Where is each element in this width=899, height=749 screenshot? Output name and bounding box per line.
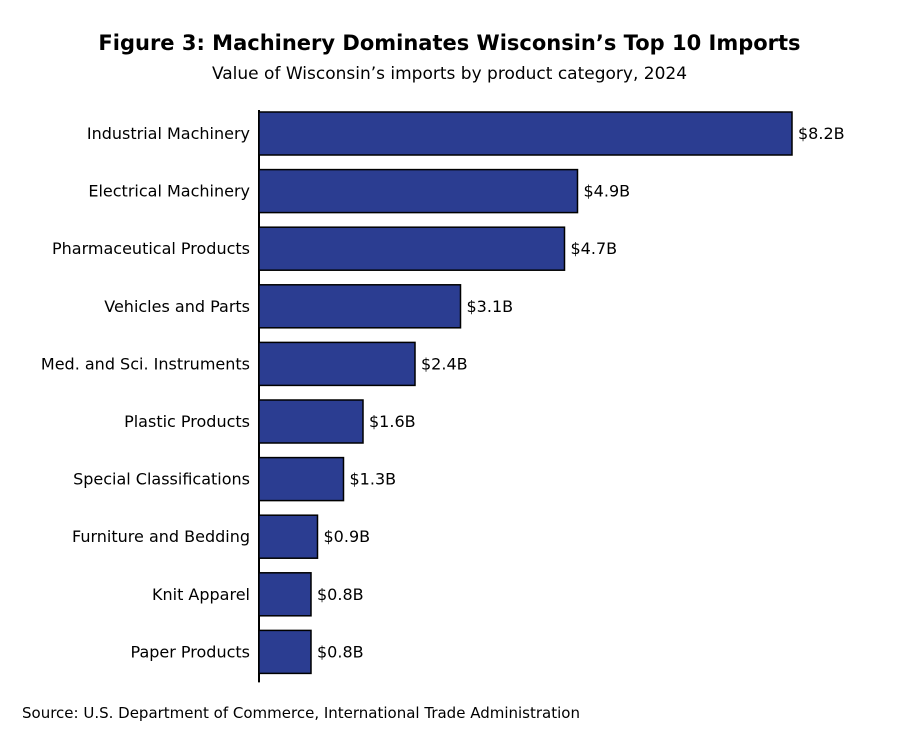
data-label: $0.9B [324,527,371,546]
bar-vehicles-and-parts [258,284,462,329]
source-note: Source: U.S. Department of Commerce, Int… [22,704,580,722]
data-label: $0.8B [317,585,364,604]
data-label: $2.4B [421,354,468,373]
bar-med-and-sci-instruments [258,341,416,387]
chart-subtitle: Value of Wisconsin’s imports by product … [211,64,688,84]
data-label: $0.8B [317,642,364,661]
data-label: $8.2B [798,124,845,143]
bar-special-classifications [258,456,345,502]
bar-electrical-machinery [258,168,579,214]
data-label: $1.3B [350,470,397,489]
data-label: $4.9B [584,182,631,201]
data-label: $1.6B [369,412,416,431]
chart-title: Figure 3: Machinery Dominates Wisconsin’… [98,31,801,55]
category-label: Industrial Machinery [87,124,250,143]
bar-paper-products [258,629,312,675]
category-label: Vehicles and Parts [104,297,250,316]
category-label: Furniture and Bedding [72,527,250,546]
category-label: Knit Apparel [152,585,250,604]
data-label: $4.7B [571,239,618,258]
bar-industrial-machinery [258,111,793,156]
category-label: Special Classifications [73,470,250,489]
category-label: Paper Products [131,642,250,661]
bar-furniture-and-bedding [258,514,319,559]
bar-pharmaceutical-products [258,226,566,271]
category-label: Med. and Sci. Instruments [41,354,250,373]
bar-knit-apparel [258,572,312,617]
category-label: Pharmaceutical Products [52,239,250,258]
category-label: Electrical Machinery [88,182,250,201]
data-label: $3.1B [467,297,514,316]
bar-plastic-products [258,399,364,444]
category-label: Plastic Products [124,412,250,431]
